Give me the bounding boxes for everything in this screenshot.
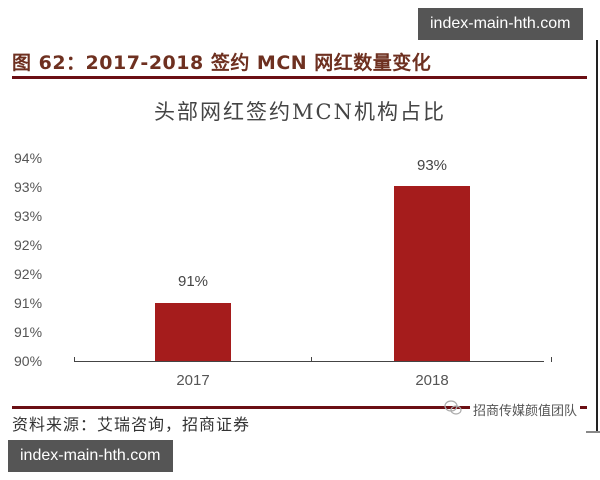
bar-2018 [394,186,470,361]
x-tick-label-2018: 2018 [415,372,449,389]
x-axis-tick [74,357,75,362]
y-tick-label: 94% [14,150,43,166]
frame-bottom-corner [586,431,600,433]
url-watermark-top: index-main-hth.com [418,8,583,40]
y-tick-label: 93% [14,179,43,195]
bar-2017 [155,303,231,361]
x-tick-label-2017: 2017 [176,372,210,389]
y-tick-label: 92% [14,237,43,253]
source-note: 资料来源：艾瑞咨询，招商证券 [12,415,251,434]
url-watermark-bottom: index-main-hth.com [8,440,173,472]
x-axis-tick [551,357,552,362]
wechat-icon [444,400,462,416]
title-divider [12,76,587,79]
y-tick-label: 91% [14,324,43,340]
wechat-account-watermark: 招商传媒颜值团队 [470,400,581,419]
bar-value-label-2018: 93% [416,157,448,174]
x-axis-tick [311,357,312,362]
y-tick-label: 91% [14,295,43,311]
frame-right-border [596,40,598,432]
y-tick-label: 92% [14,266,43,282]
chart-title: 头部网红签约MCN机构占比 [154,100,446,124]
figure-title: 图 62：2017-2018 签约 MCN 网红数量变化 [12,52,432,74]
footer-divider [12,406,587,409]
y-tick-label: 90% [14,353,43,369]
x-axis-line [74,361,544,362]
y-tick-label: 93% [14,208,43,224]
bar-value-label-2017: 91% [177,273,209,290]
